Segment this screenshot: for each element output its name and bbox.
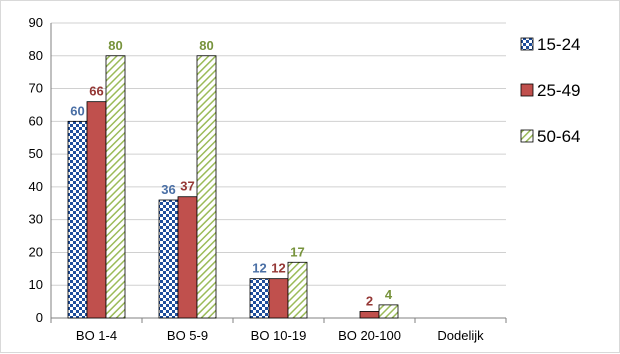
x-tick-label: BO 5-9	[167, 328, 208, 343]
x-tick-label: Dodelijk	[437, 328, 484, 343]
bar	[287, 261, 308, 319]
data-label: 37	[180, 179, 194, 194]
legend-swatch	[520, 37, 534, 51]
data-label: 12	[271, 261, 285, 276]
y-tick-label: 80	[29, 48, 43, 63]
bar	[105, 55, 126, 319]
bar	[177, 196, 198, 319]
data-label: 36	[161, 182, 175, 197]
data-label: 60	[70, 103, 84, 118]
data-label: 80	[199, 38, 213, 53]
data-label: 17	[290, 244, 304, 259]
x-tick-label: BO 1-4	[76, 328, 117, 343]
data-label: 12	[252, 261, 266, 276]
bar	[67, 120, 88, 319]
legend-label: 15-24	[537, 35, 580, 54]
bar	[359, 311, 380, 319]
bar	[378, 304, 399, 319]
data-label: 4	[385, 287, 393, 302]
x-tick-label: BO 10-19	[251, 328, 307, 343]
bar	[158, 199, 179, 319]
y-tick-label: 60	[29, 113, 43, 128]
data-labels: 60 66 80 36 37 80 12 12 17 2 4	[70, 38, 393, 309]
y-tick-label: 20	[29, 244, 43, 259]
data-label: 66	[89, 84, 103, 99]
y-tick-label: 40	[29, 179, 43, 194]
legend-label: 50-64	[537, 127, 580, 146]
bar	[196, 55, 217, 319]
bar	[249, 278, 270, 319]
y-tick-label: 10	[29, 277, 43, 292]
y-tick-label: 70	[29, 81, 43, 96]
bars	[67, 55, 399, 319]
legend: 15-24 25-49 50-64	[520, 35, 580, 146]
y-tick-label: 30	[29, 212, 43, 227]
data-label: 80	[108, 38, 122, 53]
data-label: 2	[366, 293, 373, 308]
y-tick-label: 0	[36, 310, 43, 325]
x-tick-label: BO 20-100	[338, 328, 401, 343]
y-tick-label: 50	[29, 146, 43, 161]
legend-swatch	[520, 129, 534, 143]
legend-swatch	[520, 83, 534, 97]
gridlines	[51, 22, 506, 286]
bar	[86, 101, 107, 319]
legend-label: 25-49	[537, 81, 580, 100]
bar	[268, 278, 289, 319]
y-tick-label: 90	[29, 15, 43, 30]
axes: 0 10 20 30 40 50 60 70 80 90 BO 1-4 BO 5-9 BO 10-19 B…	[29, 15, 507, 343]
